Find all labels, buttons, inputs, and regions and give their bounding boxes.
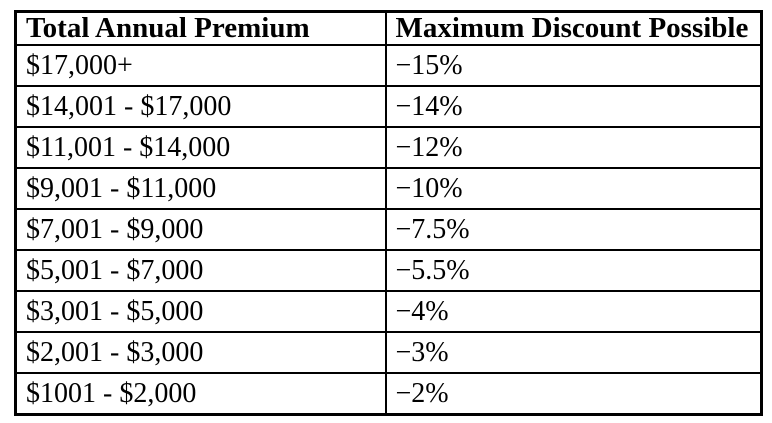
table-row: $2,001 - $3,000 −3% bbox=[14, 331, 763, 374]
discount-cell: −14% bbox=[384, 85, 763, 128]
table-row: $11,001 - $14,000 −12% bbox=[14, 126, 763, 169]
table-row: $14,001 - $17,000 −14% bbox=[14, 85, 763, 128]
premium-discount-table: Total Annual Premium Maximum Discount Po… bbox=[14, 10, 763, 416]
premium-cell: $11,001 - $14,000 bbox=[14, 126, 387, 169]
premium-cell: $5,001 - $7,000 bbox=[14, 249, 387, 292]
table-row: $3,001 - $5,000 −4% bbox=[14, 290, 763, 333]
table-row: $7,001 - $9,000 −7.5% bbox=[14, 208, 763, 251]
premium-cell: $14,001 - $17,000 bbox=[14, 85, 387, 128]
premium-cell: $3,001 - $5,000 bbox=[14, 290, 387, 333]
discount-cell: −15% bbox=[384, 44, 763, 87]
premium-cell: $9,001 - $11,000 bbox=[14, 167, 387, 210]
discount-cell: −12% bbox=[384, 126, 763, 169]
discount-cell: −7.5% bbox=[384, 208, 763, 251]
discount-cell: −4% bbox=[384, 290, 763, 333]
premium-cell: $2,001 - $3,000 bbox=[14, 331, 387, 374]
premium-cell: $1001 - $2,000 bbox=[14, 372, 387, 416]
premium-cell: $7,001 - $9,000 bbox=[14, 208, 387, 251]
table-row: $5,001 - $7,000 −5.5% bbox=[14, 249, 763, 292]
table-header-row: Total Annual Premium Maximum Discount Po… bbox=[14, 10, 763, 46]
table-row: $9,001 - $11,000 −10% bbox=[14, 167, 763, 210]
discount-cell: −10% bbox=[384, 167, 763, 210]
discount-cell: −2% bbox=[384, 372, 763, 416]
table-row: $17,000+ −15% bbox=[14, 44, 763, 87]
discount-cell: −5.5% bbox=[384, 249, 763, 292]
column-header-premium: Total Annual Premium bbox=[14, 10, 387, 46]
premium-cell: $17,000+ bbox=[14, 44, 387, 87]
table-row: $1001 - $2,000 −2% bbox=[14, 372, 763, 416]
discount-cell: −3% bbox=[384, 331, 763, 374]
column-header-discount: Maximum Discount Possible bbox=[384, 10, 763, 46]
